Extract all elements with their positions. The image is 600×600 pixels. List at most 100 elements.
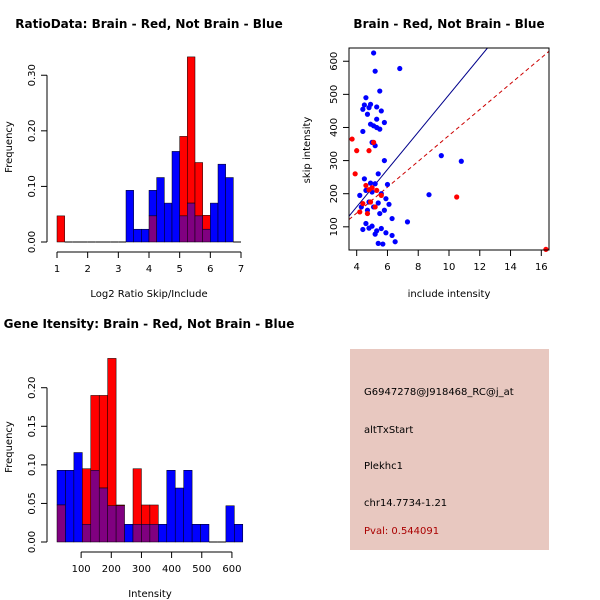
hist-bar-not-brain [156, 177, 165, 243]
ratio-histogram-title: RatioData: Brain - Red, Not Brain - Blue [15, 17, 282, 31]
hist-bar-not-brain [133, 228, 142, 243]
scatter-point-not-brain [372, 68, 378, 74]
x-tick-label: 16 [535, 262, 548, 273]
scatter-point-brain [360, 201, 366, 207]
y-tick-label: 0.30 [27, 64, 38, 86]
hist-bar-overlap [132, 524, 142, 543]
hist-bar-not-brain [124, 524, 134, 543]
hist-bar-overlap [187, 202, 196, 243]
y-tick-label: 0.15 [27, 415, 38, 437]
ratio-histogram-xlabel: Log2 Ratio Skip/Include [90, 289, 207, 300]
scatter-point-brain [357, 209, 363, 215]
x-tick-label: 1 [54, 264, 60, 275]
y-tick-label: 300 [329, 151, 340, 170]
x-tick-label: 8 [415, 262, 421, 273]
scatter-point-not-brain [383, 196, 389, 202]
hist-bar-not-brain [125, 190, 134, 243]
scatter-point-not-brain [372, 181, 378, 187]
scatter-point-brain [374, 187, 380, 193]
hist-bar-overlap [179, 215, 188, 243]
hist-bar-not-brain [148, 190, 157, 217]
hist-bar-overlap [194, 215, 203, 243]
y-tick-label: 200 [329, 184, 340, 203]
scatter-point-not-brain [384, 181, 391, 188]
x-tick-label: 500 [192, 564, 211, 575]
scatter-point-not-brain [366, 225, 372, 231]
y-tick-label: 0.10 [27, 454, 38, 476]
scatter-point-not-brain [378, 225, 384, 232]
hist-bar-not-brain [171, 151, 180, 243]
hist-bar-brain [202, 215, 211, 230]
scatter-point-not-brain [374, 116, 380, 122]
scatter-point-brain [366, 187, 372, 193]
scatter-point-not-brain [392, 239, 398, 245]
scatter-point-brain [349, 136, 355, 142]
hist-bar-not-brain [234, 524, 244, 543]
scatter-point-not-brain [389, 215, 395, 222]
scatter-point-not-brain [375, 171, 381, 177]
x-tick-label: 3 [115, 264, 121, 275]
plot-box [348, 47, 550, 251]
scatter-point-not-brain [381, 119, 387, 126]
scatter-point-not-brain [458, 158, 464, 164]
hist-bar-not-brain [217, 163, 226, 243]
y-tick-label: 600 [329, 52, 340, 71]
hist-bar-overlap [90, 470, 100, 543]
x-tick-label: 12 [473, 262, 486, 273]
y-tick-label: 0.20 [27, 120, 38, 142]
x-tick-label: 100 [72, 564, 91, 575]
hist-bar-overlap [202, 228, 211, 243]
scatter-point-not-brain [361, 176, 367, 182]
scatter-point-not-brain [371, 50, 377, 56]
hist-bar-overlap [141, 524, 151, 543]
ratio-histogram: RatioData: Brain - Red, Not Brain - Blue… [4, 17, 283, 300]
ratio-histogram-ylabel: Frequency [4, 121, 15, 173]
hist-bar-not-brain [73, 452, 83, 543]
hist-bar-brain [149, 504, 159, 525]
probe-id: G6947278@J918468_RC@j_at [364, 387, 514, 398]
scatter-point-brain [378, 192, 384, 198]
hist-bar-brain [141, 504, 151, 525]
scatter-point-not-brain [438, 153, 444, 159]
gene-histogram-ylabel: Frequency [4, 421, 15, 473]
hist-bar-brain [187, 56, 196, 204]
hist-bar-overlap [149, 524, 159, 543]
hist-bar-brain [194, 162, 203, 217]
gene-symbol: Plekhc1 [364, 461, 403, 472]
y-tick-label: 0.20 [27, 377, 38, 399]
x-tick-label: 6 [384, 262, 390, 273]
scatter-point-not-brain [378, 108, 384, 114]
hist-bar-not-brain [158, 524, 168, 543]
scatter-point-not-brain [426, 192, 432, 198]
y-tick-label: 0.10 [27, 175, 38, 197]
hist-bar-overlap [115, 505, 125, 543]
scatter-point-brain [371, 139, 377, 145]
scatter-point-not-brain [404, 219, 411, 225]
scatter-point-not-brain [383, 230, 389, 236]
scatter-point-brain [352, 171, 358, 177]
hist-bar-brain [90, 395, 100, 471]
event-type: altTxStart [364, 425, 414, 436]
p-value: Pval: 0.544091 [364, 526, 440, 537]
x-tick-label: 400 [162, 564, 181, 575]
scatter-point-not-brain [381, 207, 387, 213]
scatter-point-not-brain [381, 157, 387, 164]
hist-bar-overlap [107, 505, 117, 543]
x-tick-label: 300 [132, 564, 151, 575]
gene-intensity-histogram: Gene Itensity: Brain - Red, Not Brain - … [4, 317, 295, 600]
hist-bar-not-brain [56, 470, 66, 506]
y-tick-label: 500 [329, 85, 340, 104]
scatter-point-not-brain [374, 104, 380, 110]
hist-bar-overlap [148, 215, 157, 243]
scatter-point-brain [363, 182, 369, 189]
genomic-location: chr14.7734-1.21 [364, 498, 448, 509]
scatter-title: Brain - Red, Not Brain - Blue [353, 17, 544, 31]
hist-bar-not-brain [174, 487, 184, 543]
scatter-point-not-brain [361, 102, 367, 108]
scatter-point-not-brain [372, 231, 378, 237]
hist-bar-overlap [98, 487, 108, 543]
x-tick-label: 10 [443, 262, 456, 273]
probe-info-panel: G6947278@J918468_RC@j_at altTxStart Plek… [350, 349, 549, 550]
scatter-point-brain [372, 204, 378, 210]
x-tick-label: 2 [84, 264, 90, 275]
